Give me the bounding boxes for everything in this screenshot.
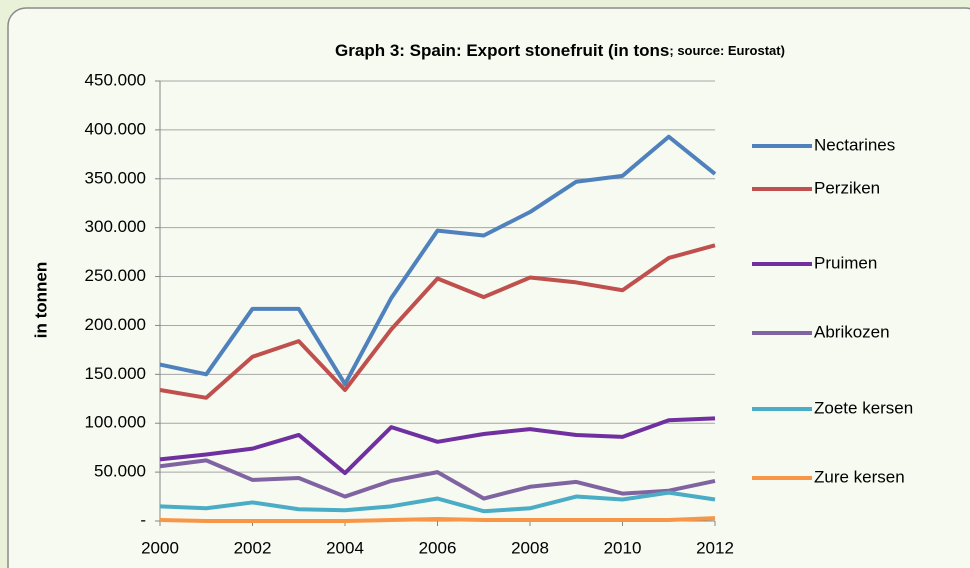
legend-label: Pruimen — [814, 253, 877, 272]
y-tick-label: 300.000 — [85, 217, 146, 236]
series-line — [159, 490, 716, 514]
x-tick-label: 2006 — [419, 538, 457, 557]
x-tick-label: 2010 — [604, 538, 642, 557]
title: Graph 3: Spain: Export stonefruit (in to… — [335, 41, 669, 60]
subtitle: ; source: Eurostat) — [669, 43, 785, 58]
x-tick-label: 2000 — [141, 538, 179, 557]
y-tick-label: 450.000 — [85, 70, 146, 89]
series-line — [159, 134, 717, 387]
y-tick-label: 200.000 — [85, 315, 146, 334]
series-line — [159, 416, 716, 476]
chart-title: Graph 3: Spain: Export stonefruit (in to… — [335, 41, 785, 60]
y-tick-label: 50.000 — [94, 462, 146, 481]
legend-label: Zure kersen — [814, 467, 905, 486]
legend-label: Zoete kersen — [814, 398, 913, 417]
x-tick-label: 2012 — [696, 538, 734, 557]
y-tick-label: 100.000 — [85, 413, 146, 432]
y-tick-label: 150.000 — [85, 364, 146, 383]
panel — [7, 7, 970, 568]
y-tick-label: 250.000 — [85, 266, 146, 285]
legend-label: Perziken — [814, 178, 880, 197]
x-tick-label: 2002 — [234, 538, 272, 557]
y-tick-label: 350.000 — [85, 168, 146, 187]
y-tick-label: 400.000 — [85, 119, 146, 138]
y-axis-label: in tonnen — [31, 262, 50, 338]
series-line — [159, 243, 716, 400]
series-line — [159, 516, 716, 523]
series-line — [159, 458, 716, 501]
x-tick-label: 2008 — [511, 538, 549, 557]
x-tick-label: 2004 — [326, 538, 364, 557]
legend-label: Nectarines — [814, 135, 895, 154]
legend-label: Abrikozen — [814, 322, 890, 341]
y-tick-label: - — [140, 510, 146, 529]
